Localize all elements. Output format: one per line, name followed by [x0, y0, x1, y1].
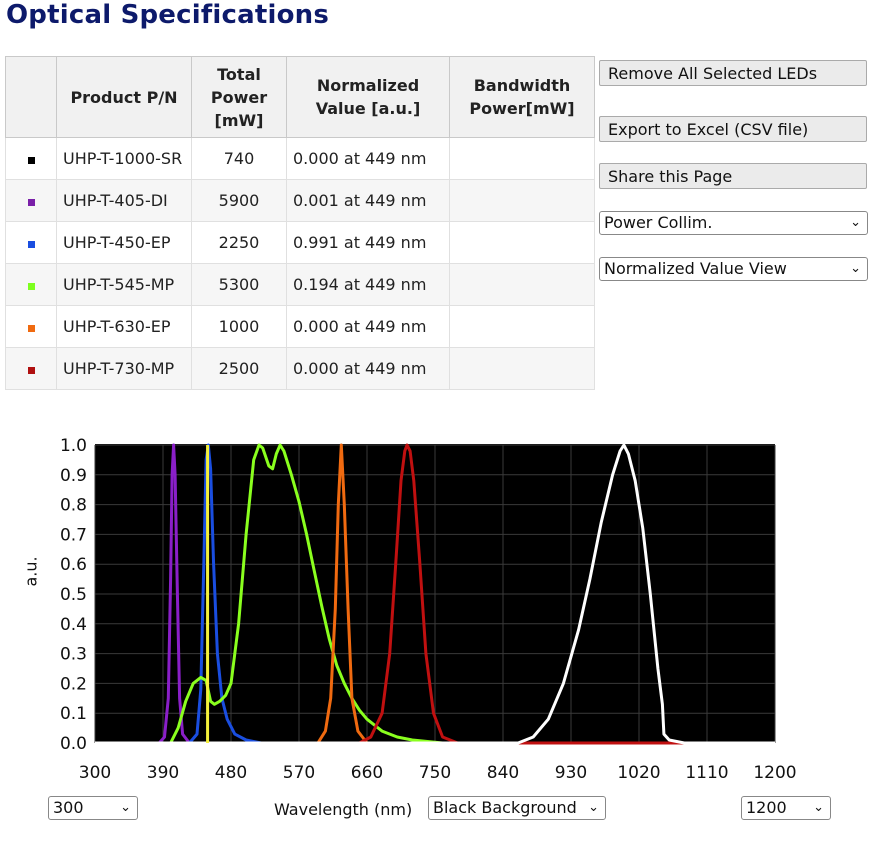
y-tick-label: 0.6 — [60, 555, 87, 575]
y-tick-label: 1.0 — [60, 436, 87, 456]
y-tick-label: 0.0 — [60, 734, 87, 754]
x-tick-label: 1200 — [753, 763, 796, 783]
background-select[interactable]: Black Background ⌄ — [428, 796, 606, 820]
product-pn: UHP-T-1000-SR — [56, 137, 192, 180]
y-tick-label: 0.8 — [60, 496, 87, 516]
view-select[interactable]: Normalized Value View ⌄ — [599, 257, 868, 281]
view-select-value: Normalized Value View — [604, 259, 787, 278]
y-tick-label: 0.5 — [60, 585, 87, 605]
table-row[interactable]: UHP-T-405-DI 5900 0.001 at 449 nm — [5, 179, 595, 222]
x-tick-label: 840 — [487, 763, 519, 783]
x-tick-label: 1020 — [617, 763, 660, 783]
table-header-normalized[interactable]: Normalized Value [a.u.] — [286, 56, 450, 138]
remove-all-leds-button[interactable]: Remove All Selected LEDs — [599, 60, 867, 86]
collimation-select-value: Power Collim. — [604, 213, 713, 232]
series-line-UHP-T-630-EP — [95, 443, 775, 745]
bandwidth-power — [449, 179, 595, 222]
y-tick-label: 0.7 — [60, 525, 87, 545]
x-min-select[interactable]: 300 ⌄ — [48, 796, 138, 820]
collimation-select[interactable]: Power Collim. ⌄ — [599, 211, 868, 235]
x-tick-label: 300 — [79, 763, 111, 783]
x-tick-label: 930 — [555, 763, 587, 783]
y-tick-labels: 0.0 0.1 0.2 0.3 0.4 0.5 0.6 0.7 0.8 0.9 1.0 — [60, 436, 87, 754]
product-pn: UHP-T-630-EP — [56, 305, 192, 348]
product-pn: UHP-T-545-MP — [56, 263, 192, 306]
chevron-down-icon: ⌄ — [588, 800, 599, 815]
table-row[interactable]: UHP-T-545-MP 5300 0.194 at 449 nm — [5, 263, 595, 306]
x-tick-label: 660 — [351, 763, 383, 783]
table-row[interactable]: UHP-T-630-EP 1000 0.000 at 449 nm — [5, 305, 595, 348]
bandwidth-power — [449, 347, 595, 390]
product-pn: UHP-T-730-MP — [56, 347, 192, 390]
color-swatch — [27, 199, 35, 206]
color-swatch — [27, 367, 35, 374]
x-max-select-value: 1200 — [746, 798, 787, 817]
x-tick-label: 1110 — [685, 763, 728, 783]
chevron-down-icon: ⌄ — [813, 800, 824, 815]
grid-lines — [94, 444, 776, 744]
page-title: Optical Specifications — [6, 0, 330, 30]
y-tick-label: 0.9 — [60, 466, 87, 486]
table-header-color — [5, 56, 57, 138]
y-tick-label: 0.3 — [60, 645, 87, 665]
table-row[interactable]: UHP-T-1000-SR 740 0.000 at 449 nm — [5, 137, 595, 180]
chevron-down-icon: ⌄ — [850, 215, 861, 230]
color-swatch-cell — [5, 347, 57, 390]
x-axis-label: Wavelength (nm) — [274, 800, 413, 819]
chevron-down-icon: ⌄ — [850, 261, 861, 276]
x-tick-label: 390 — [147, 763, 179, 783]
x-tick-labels: 300 390 480 570 660 750 840 930 1020 1110 1200 — [79, 763, 797, 783]
color-swatch — [27, 283, 35, 290]
total-power: 2250 — [191, 221, 287, 264]
export-csv-button[interactable]: Export to Excel (CSV file) — [599, 116, 867, 142]
normalized-value: 0.991 at 449 nm — [286, 221, 450, 264]
y-tick-label: 0.1 — [60, 704, 87, 724]
color-swatch — [27, 241, 35, 248]
table-header-bandwidth[interactable]: Bandwidth Power[mW] — [449, 56, 595, 138]
color-swatch — [27, 157, 35, 164]
series-line-UHP-T-1000-SR — [95, 443, 775, 745]
normalized-value: 0.000 at 449 nm — [286, 305, 450, 348]
table-row[interactable]: UHP-T-450-EP 2250 0.991 at 449 nm — [5, 221, 595, 264]
normalized-value: 0.194 at 449 nm — [286, 263, 450, 306]
product-pn: UHP-T-405-DI — [56, 179, 192, 222]
normalized-value: 0.000 at 449 nm — [286, 347, 450, 390]
total-power: 2500 — [191, 347, 287, 390]
x-tick-label: 570 — [283, 763, 315, 783]
x-tick-label: 480 — [215, 763, 247, 783]
share-page-button[interactable]: Share this Page — [599, 163, 867, 189]
specs-table: Product P/N Total Power [mW] Normalized … — [5, 56, 595, 390]
x-tick-label: 750 — [419, 763, 451, 783]
total-power: 5300 — [191, 263, 287, 306]
series-line-UHP-T-450-EP — [95, 443, 775, 745]
table-row[interactable]: UHP-T-730-MP 2500 0.000 at 449 nm — [5, 347, 595, 390]
bandwidth-power — [449, 221, 595, 264]
series-line-UHP-T-730-MP — [95, 443, 775, 745]
chevron-down-icon: ⌄ — [120, 800, 131, 815]
x-min-select-value: 300 — [53, 798, 84, 817]
table-header-row: Product P/N Total Power [mW] Normalized … — [5, 56, 595, 138]
product-pn: UHP-T-450-EP — [56, 221, 192, 264]
total-power: 5900 — [191, 179, 287, 222]
normalized-value: 0.000 at 449 nm — [286, 137, 450, 180]
y-axis-label: a.u. — [21, 556, 41, 587]
x-max-select[interactable]: 1200 ⌄ — [741, 796, 831, 820]
color-swatch — [27, 325, 35, 332]
bandwidth-power — [449, 137, 595, 180]
y-tick-label: 0.2 — [60, 674, 87, 694]
y-tick-label: 0.4 — [60, 615, 87, 635]
series-line-UHP-T-405-DI — [95, 443, 775, 745]
background-select-value: Black Background — [433, 798, 577, 817]
